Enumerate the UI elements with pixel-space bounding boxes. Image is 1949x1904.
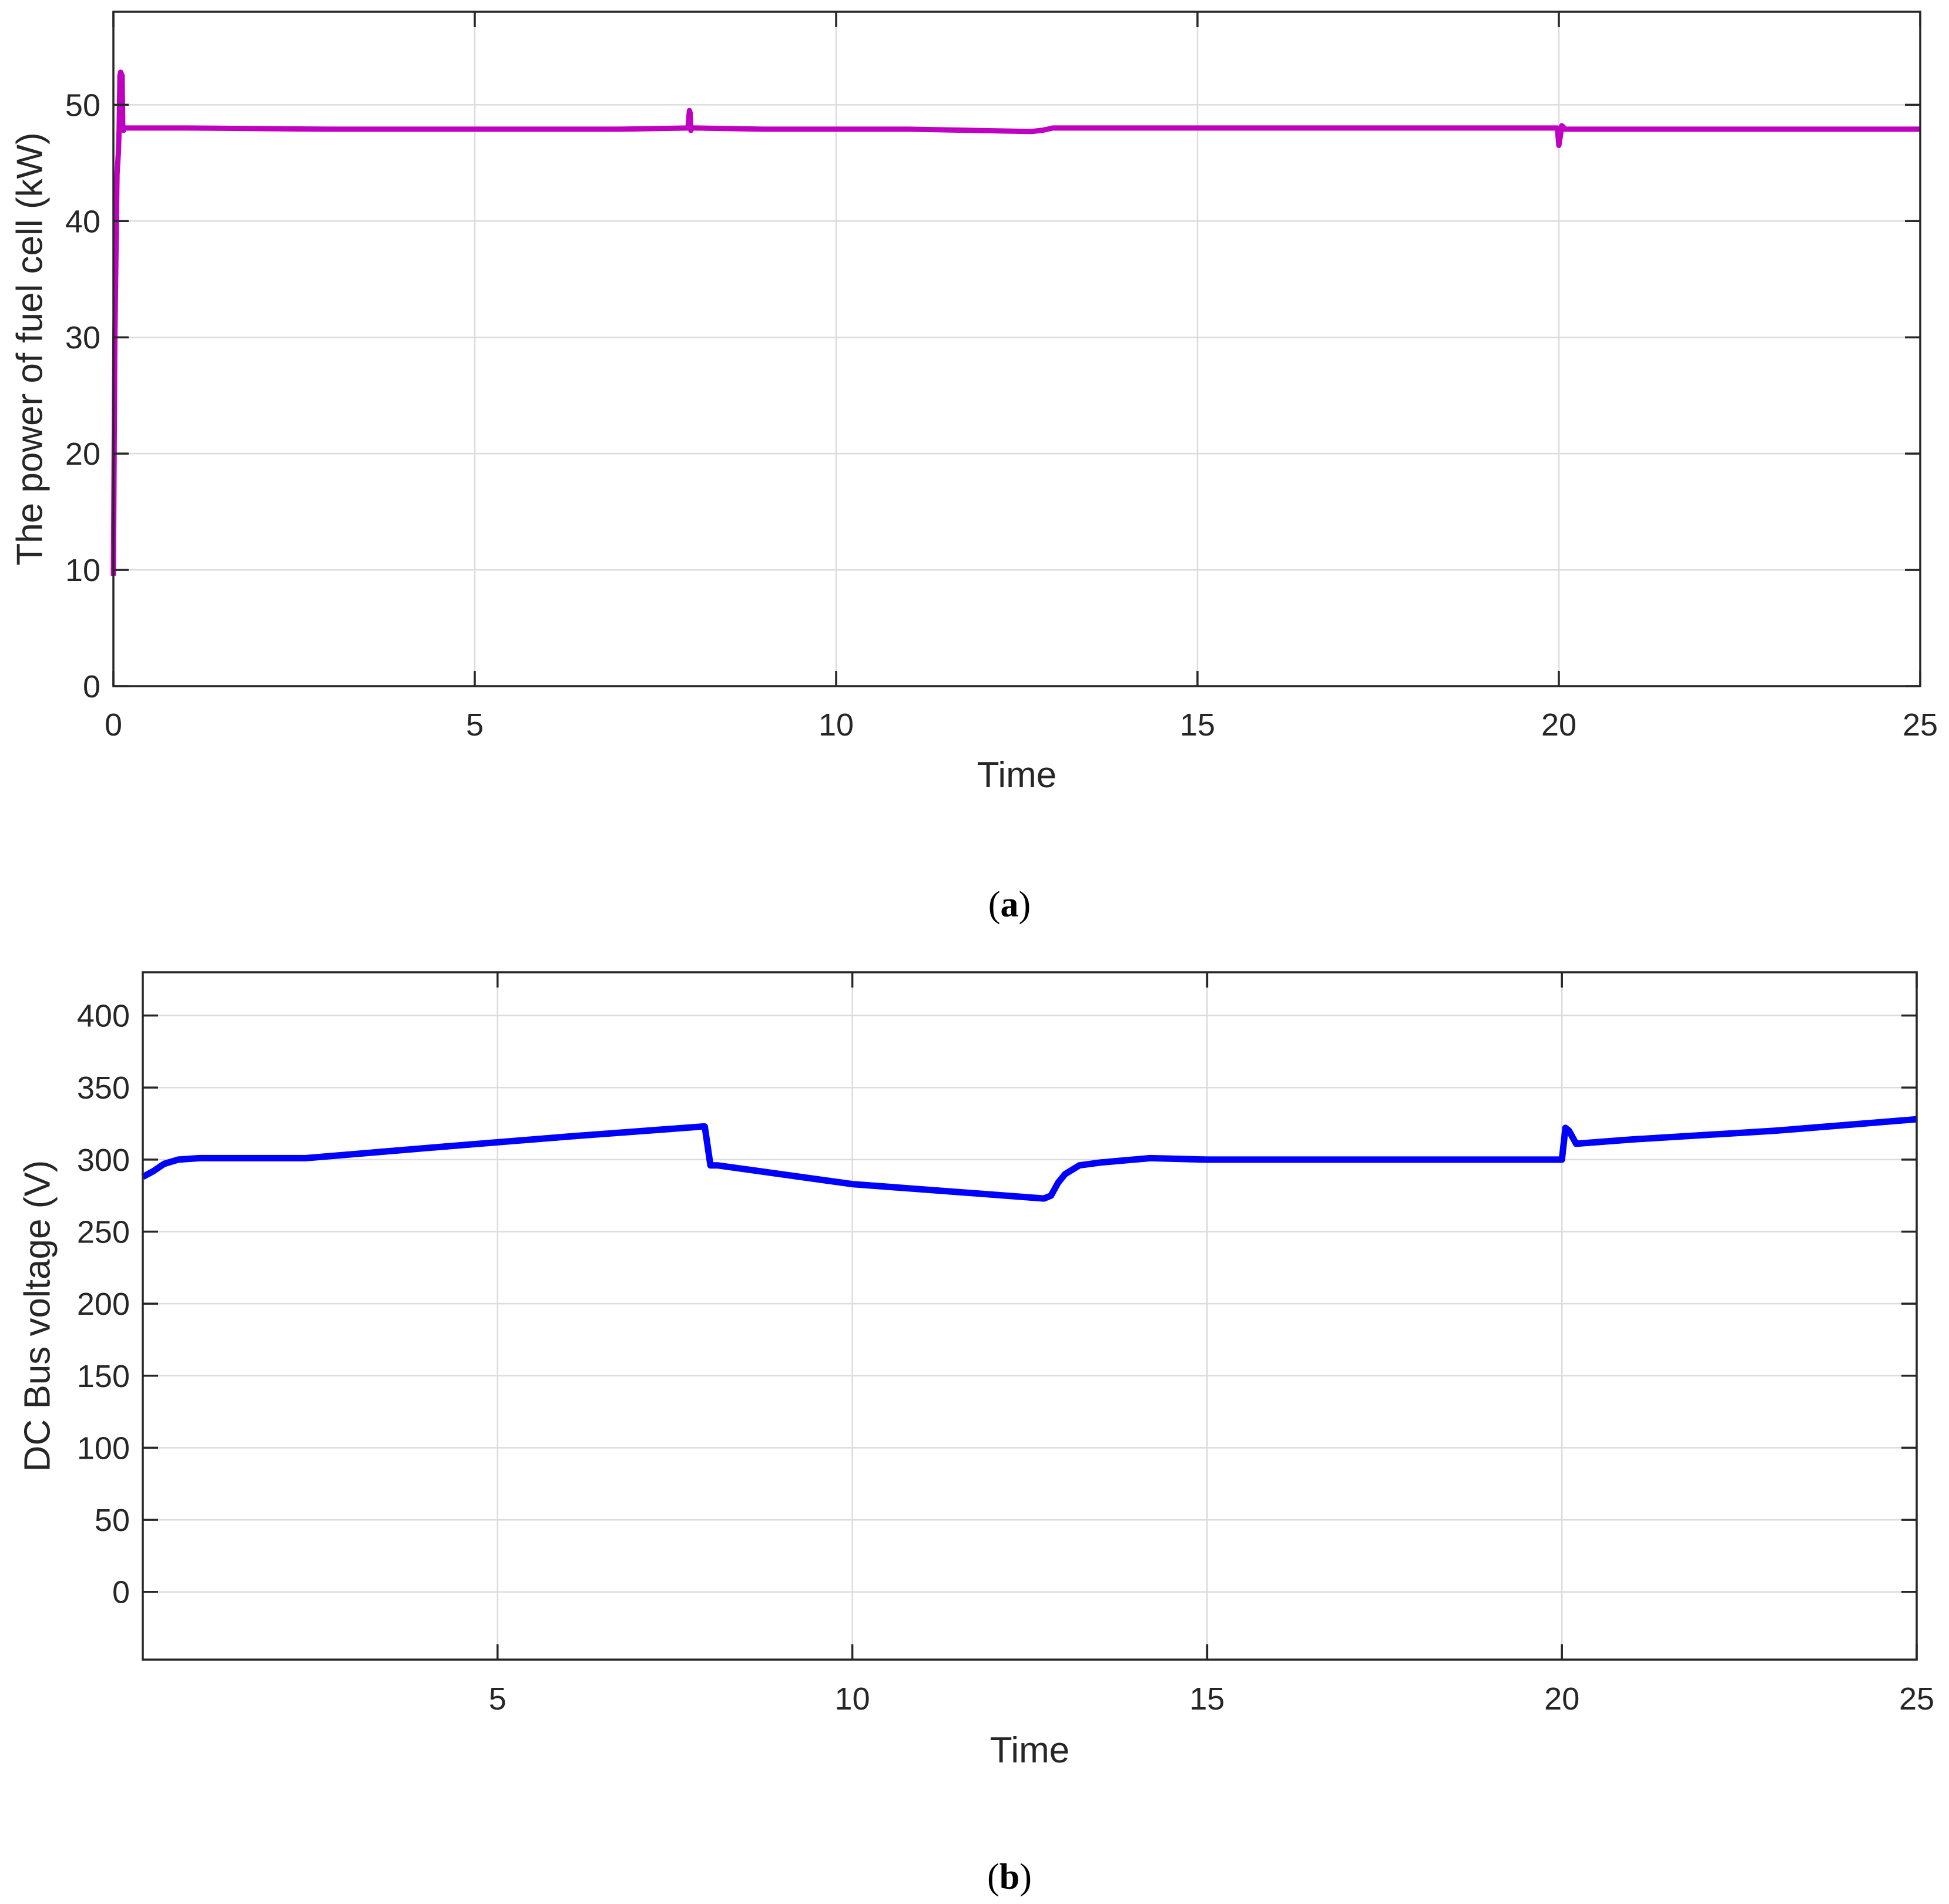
y-tick-label: 40: [65, 204, 100, 239]
x-axis-label: Time: [990, 1730, 1069, 1771]
x-tick-label: 5: [489, 1681, 506, 1717]
y-tick-label: 400: [77, 999, 130, 1034]
y-tick-label: 20: [65, 436, 100, 472]
y-tick-label: 200: [77, 1287, 130, 1322]
y-tick-label: 0: [83, 669, 100, 704]
panel-caption-a-letter: a: [1001, 885, 1019, 925]
plot-area: [143, 972, 1917, 1660]
panel-caption-b: (b): [987, 1857, 1032, 1897]
panel-caption-a: (a): [988, 885, 1031, 925]
x-tick-label: 20: [1541, 707, 1576, 743]
axes-frame: [142, 971, 1918, 1661]
y-axis-label: The power of fuel cell (kW): [9, 132, 50, 565]
x-tick-label: 0: [105, 707, 122, 743]
x-tick-label: 25: [1903, 707, 1938, 743]
axes-frame: [112, 11, 1921, 687]
x-tick-label: 20: [1544, 1681, 1579, 1717]
plot-area: [113, 12, 1920, 686]
y-tick-label: 100: [77, 1430, 130, 1466]
y-tick-label: 250: [77, 1215, 130, 1250]
x-axis-label: Time: [977, 755, 1056, 795]
y-tick-label: 10: [65, 553, 100, 588]
y-axis-label: DC Bus voltage (V): [17, 1160, 58, 1472]
chart-panel-b: 5 10 15 20 25050100150200250300350400TimeDC …: [17, 971, 1934, 1771]
series-line-0: [141, 1116, 1917, 1202]
x-tick-label: 10: [835, 1681, 870, 1717]
x-tick-label: 5: [466, 707, 484, 743]
y-tick-label: 350: [77, 1070, 130, 1106]
chart-panel-a: 0 5 10 15 20 25 0 10 20 30 40 50 Time The power of fu…: [9, 11, 1938, 795]
y-tick-label: 0: [112, 1575, 130, 1610]
x-tick-label: 15: [1180, 707, 1215, 743]
x-tick-label: 10: [818, 707, 854, 743]
y-tick-label: 30: [65, 320, 100, 355]
y-tick-label: 50: [95, 1503, 130, 1538]
y-tick-label: 50: [65, 88, 100, 123]
x-tick-label: 15: [1189, 1681, 1225, 1717]
y-tick-label: 300: [77, 1143, 130, 1178]
y-tick-label: 150: [77, 1359, 130, 1394]
series-line-0: [110, 69, 1920, 576]
x-tick-label: 25: [1899, 1681, 1934, 1717]
panel-caption-b-letter: b: [999, 1857, 1019, 1897]
